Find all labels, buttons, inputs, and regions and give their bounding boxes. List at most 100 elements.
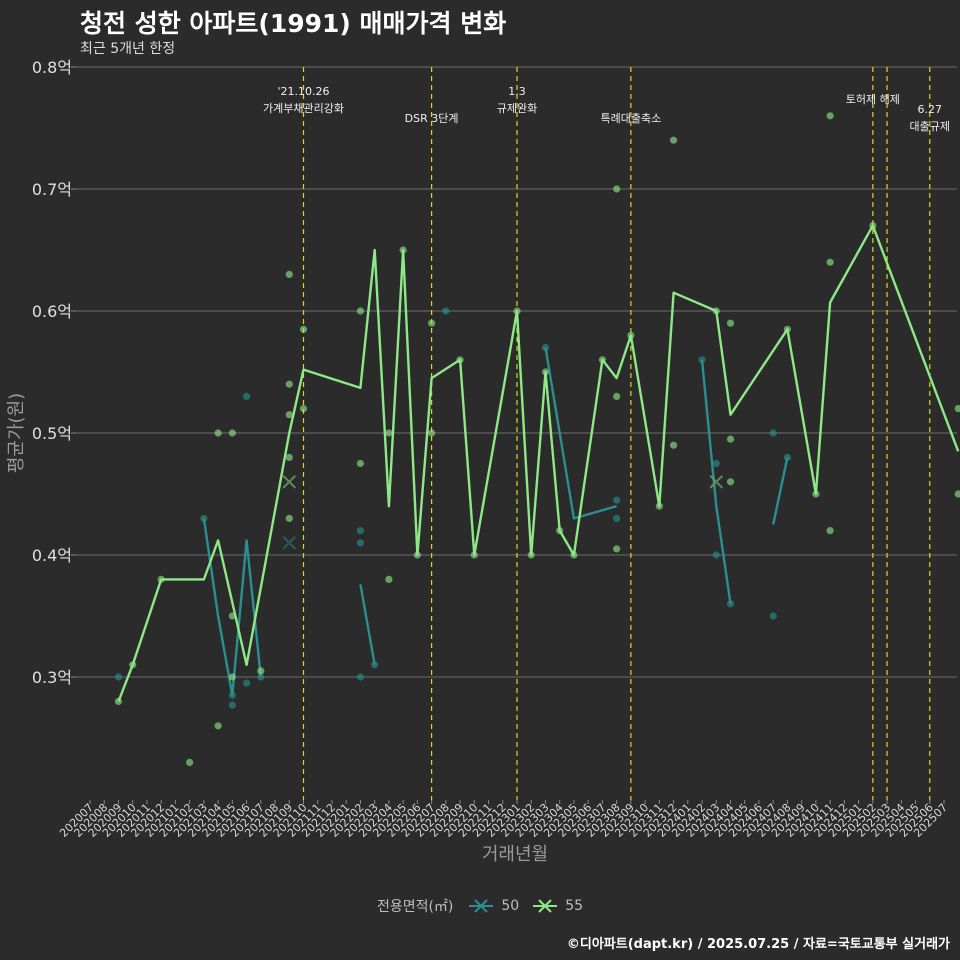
data-point-55 [399, 246, 407, 254]
data-point-55 [513, 307, 521, 315]
data-point-55 [669, 136, 678, 144]
data-point-55 [541, 368, 550, 376]
data-point-55 [613, 545, 621, 553]
data-point-50 [698, 356, 706, 364]
series-line-50 [359, 584, 376, 666]
data-point-55 [214, 429, 222, 437]
data-point-50 [200, 514, 208, 523]
data-point-50 [114, 673, 123, 681]
data-point-55 [826, 527, 834, 535]
series-line-50 [772, 457, 789, 525]
y-tick-label: 0.5억 [32, 424, 72, 443]
data-point-55 [214, 722, 222, 730]
data-point-55 [669, 441, 678, 449]
data-point-55 [655, 502, 663, 510]
data-point-55 [257, 667, 265, 675]
data-point-55 [456, 356, 464, 364]
cross-outline [283, 475, 296, 489]
data-point-55 [385, 429, 393, 437]
event-label: 대출규제 [910, 120, 950, 133]
data-point-55 [826, 112, 834, 120]
legend: 전용면적(㎡) 50 55 [0, 896, 960, 916]
data-point-55 [129, 661, 137, 669]
chart-title: 청전 성한 아파트(1991) 매매가격 변화 [80, 9, 507, 38]
data-point-50 [228, 701, 236, 709]
data-point-55 [285, 514, 293, 523]
legend-label-55: 55 [565, 898, 584, 914]
cross-marker-55 [709, 475, 723, 489]
series-points [114, 112, 960, 767]
data-point-55 [413, 551, 421, 559]
y-tick-label: 0.6억 [32, 302, 72, 321]
data-point-55 [285, 380, 293, 388]
data-point-50 [356, 527, 365, 535]
series-line-55 [117, 224, 960, 702]
y-tick-label: 0.7억 [32, 180, 72, 199]
source-caption: ©디아파트(dapt.kr) / 2025.07.25 / 자료=국토교통부 실… [566, 937, 950, 952]
data-point-50 [442, 307, 450, 315]
data-point-55 [954, 405, 960, 413]
data-point-55 [556, 527, 564, 535]
data-point-50 [712, 551, 720, 559]
series-line-50 [544, 347, 617, 520]
data-point-55 [954, 490, 960, 498]
data-point-55 [613, 185, 621, 193]
data-point-50 [613, 514, 621, 523]
x-axis-label: 거래년월 [482, 844, 548, 865]
data-point-55 [527, 551, 535, 559]
data-point-50 [242, 679, 251, 687]
series-lines [117, 224, 960, 702]
cross-marker-50 [282, 536, 296, 550]
data-point-55 [726, 319, 735, 327]
data-point-50 [726, 600, 735, 608]
data-point-55 [385, 575, 393, 584]
data-point-55 [869, 222, 877, 230]
cross-marker-55 [282, 475, 296, 489]
data-point-50 [712, 459, 720, 468]
event-label: 특례대출축소 [600, 112, 661, 125]
legend-item-55: 55 [531, 896, 583, 916]
data-point-55 [285, 411, 293, 419]
legend-key-50 [469, 899, 494, 913]
event-label: 1.3 [508, 85, 526, 98]
y-tick-label: 0.3억 [32, 668, 72, 687]
data-point-50 [356, 673, 365, 681]
series-line-50 [700, 359, 732, 604]
data-point-55 [570, 551, 578, 559]
data-point-50 [769, 429, 777, 437]
data-point-55 [228, 612, 236, 620]
chart-subtitle: 최근 5개년 한정 [80, 41, 176, 57]
data-point-55 [186, 758, 194, 767]
data-point-55 [299, 325, 308, 333]
y-tick-label: 0.8억 [32, 58, 72, 77]
data-point-55 [114, 697, 123, 706]
data-point-55 [356, 307, 365, 315]
data-point-55 [783, 325, 792, 333]
y-tick-labels: 0.3억 0.4억 0.5억 0.6억 0.7억 0.8억 [32, 58, 72, 687]
y-tick-label: 0.4억 [32, 546, 72, 565]
data-point-50 [769, 612, 777, 620]
data-point-55 [726, 435, 735, 443]
legend-label-50: 50 [501, 898, 520, 914]
y-axis-label: 평균가(원) [6, 393, 27, 473]
data-point-55 [299, 405, 308, 413]
data-point-55 [598, 356, 607, 364]
cross-outline [710, 475, 723, 489]
legend-item-50: 50 [467, 896, 519, 916]
cross-outline [283, 536, 296, 550]
data-point-55 [285, 453, 293, 461]
event-label: 토허제 해제 [846, 92, 900, 106]
data-point-50 [242, 392, 251, 400]
data-point-50 [228, 691, 236, 699]
data-point-50 [356, 539, 365, 547]
data-point-55 [826, 258, 834, 266]
data-point-55 [356, 459, 365, 468]
data-point-50 [613, 496, 621, 504]
data-point-55 [228, 673, 236, 681]
data-point-55 [627, 331, 635, 339]
data-point-50 [541, 344, 550, 352]
data-point-55 [470, 551, 478, 559]
data-point-55 [613, 392, 621, 400]
